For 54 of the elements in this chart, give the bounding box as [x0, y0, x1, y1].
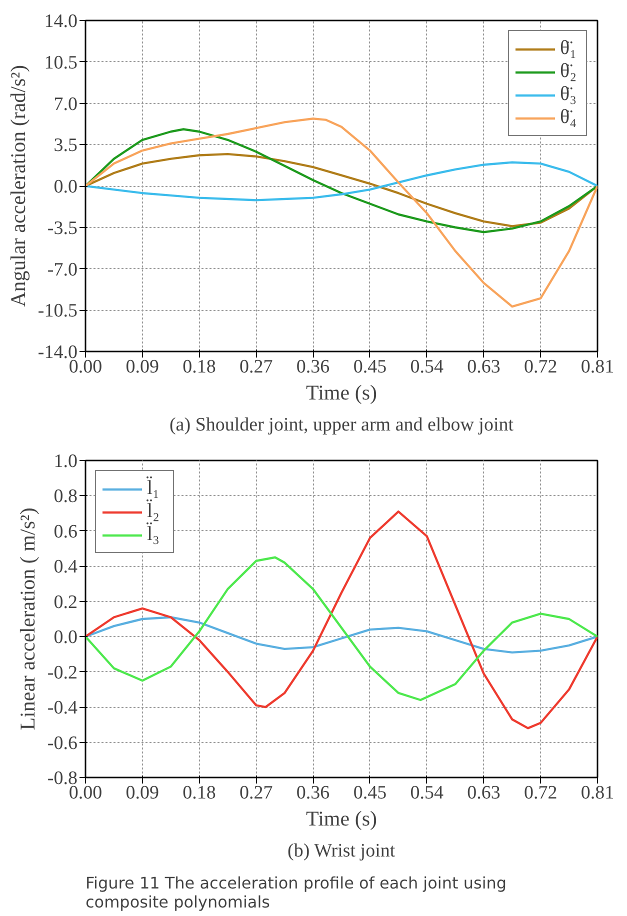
legend-label: l̈₁: [147, 477, 161, 500]
y-tick-label: 14.0: [44, 11, 78, 32]
x-tick-label: 0.81: [580, 356, 614, 378]
text: (a) Shoulder joint, upper arm and elbow joint: [169, 414, 514, 436]
x-axis-title: Time (s): [306, 806, 378, 830]
y-tick-label: -3.5: [47, 218, 78, 239]
x-tick-label: 0.09: [126, 356, 160, 378]
x-tick-label: 0.36: [296, 782, 330, 804]
x-tick-label: 0.63: [467, 356, 500, 378]
legend-label: θ̈₁: [560, 37, 578, 60]
legend-label: θ̈₃: [560, 83, 578, 106]
x-tick-label: 0.36: [296, 356, 330, 378]
legend-label: θ̈₄: [560, 106, 578, 129]
y-tick-label: 0.2: [54, 592, 78, 613]
x-tick-label: 0.09: [126, 782, 160, 804]
x-tick-label: 0.18: [182, 356, 216, 378]
line-series: [86, 152, 598, 228]
y-tick-label: 0.0: [54, 176, 78, 198]
caption: Figure 11 The acceleration profile of each joint using composite polynomials: [86, 874, 507, 912]
y-tick-label: 0.6: [54, 521, 78, 542]
x-tick-label: 0.27: [240, 782, 273, 804]
y-tick-label: 0.4: [54, 556, 78, 578]
x-tick-label: 0.18: [182, 782, 216, 804]
y-tick-label: -10.5: [38, 300, 78, 322]
x-tick-label: 0.45: [353, 782, 387, 804]
y-axis-title: Linear acceleration ( m/s²): [15, 508, 40, 730]
x-axis-title: Time (s): [306, 380, 378, 404]
legend-label: θ̈₂: [560, 60, 578, 83]
x-tick-label: 0.63: [467, 782, 500, 804]
y-tick-label: 1.0: [54, 451, 78, 472]
y-axis-title: Angular acceleration (rad/s²): [6, 65, 30, 307]
x-tick-label: 0.54: [410, 782, 444, 804]
x-tick-label: 0.72: [524, 782, 558, 804]
y-tick-label: 0.0: [54, 627, 78, 648]
line-series: [86, 128, 598, 234]
y-tick-label: -0.4: [47, 698, 78, 719]
line-series: [86, 161, 598, 202]
legend-label: l̈₃: [147, 523, 161, 546]
x-tick-label: 0.54: [410, 356, 444, 378]
x-tick-label: 0.72: [524, 356, 558, 378]
y-tick-label: 3.5: [54, 135, 78, 156]
legend-label: l̈₂: [147, 500, 161, 522]
y-tick-label: 10.5: [44, 52, 78, 74]
y-tick-label: -0.2: [47, 662, 78, 684]
y-tick-label: -7.0: [47, 259, 78, 280]
y-tick-label: 7.0: [54, 94, 78, 115]
text: (b) Wrist joint: [288, 840, 396, 862]
y-tick-label: 0.8: [54, 486, 78, 508]
x-tick-label: 0.27: [240, 356, 273, 378]
y-tick-label: -0.6: [47, 732, 78, 754]
x-tick-label: 0.81: [580, 782, 614, 804]
x-tick-label: 0.45: [353, 356, 387, 378]
line-series: [86, 616, 598, 654]
line-series: [86, 556, 598, 702]
